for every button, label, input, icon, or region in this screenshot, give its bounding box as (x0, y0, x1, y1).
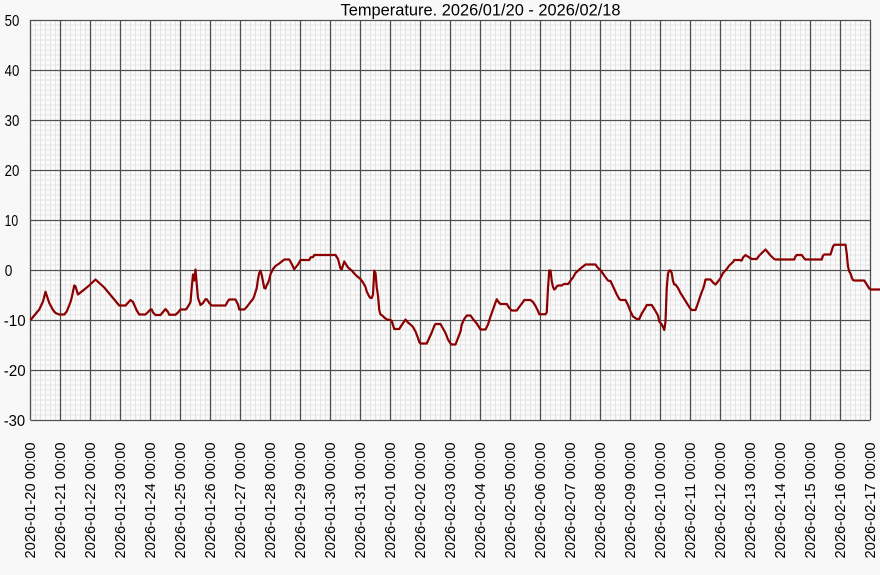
svg-text:2026-01-31 00:00: 2026-01-31 00:00 (352, 443, 369, 559)
svg-text:2026-02-07 00:00: 2026-02-07 00:00 (562, 443, 579, 559)
svg-text:2026-01-26 00:00: 2026-01-26 00:00 (202, 443, 219, 559)
svg-text:-30: -30 (4, 413, 25, 430)
svg-text:10: 10 (5, 213, 19, 230)
svg-text:2026-01-25 00:00: 2026-01-25 00:00 (172, 443, 189, 559)
svg-text:2026-02-05 00:00: 2026-02-05 00:00 (502, 443, 519, 559)
svg-text:2026-02-09 00:00: 2026-02-09 00:00 (622, 443, 639, 559)
svg-text:2026-01-29 00:00: 2026-01-29 00:00 (292, 443, 309, 559)
svg-text:2026-02-10 00:00: 2026-02-10 00:00 (652, 443, 669, 559)
svg-text:30: 30 (5, 113, 20, 130)
svg-text:0: 0 (5, 263, 13, 280)
svg-text:2026-02-01 00:00: 2026-02-01 00:00 (382, 443, 399, 559)
svg-text:2026-02-11 00:00: 2026-02-11 00:00 (682, 443, 699, 559)
svg-text:2026-01-24 00:00: 2026-01-24 00:00 (142, 443, 159, 559)
svg-text:2026-01-23 00:00: 2026-01-23 00:00 (112, 443, 129, 559)
svg-text:2026-01-21 00:00: 2026-01-21 00:00 (52, 443, 69, 559)
svg-text:2026-02-06 00:00: 2026-02-06 00:00 (532, 443, 549, 559)
svg-text:2026-02-13 00:00: 2026-02-13 00:00 (742, 443, 759, 559)
svg-text:2026-02-04 00:00: 2026-02-04 00:00 (472, 443, 489, 559)
svg-text:2026-01-28 00:00: 2026-01-28 00:00 (262, 443, 279, 559)
svg-text:2026-01-27 00:00: 2026-01-27 00:00 (232, 443, 249, 559)
svg-text:2026-02-15 00:00: 2026-02-15 00:00 (802, 443, 819, 559)
svg-text:2026-01-22 00:00: 2026-01-22 00:00 (82, 443, 99, 559)
svg-text:Temperature. 2026/01/20 - 2026: Temperature. 2026/01/20 - 2026/02/18 (341, 1, 621, 20)
svg-text:-20: -20 (4, 363, 26, 380)
svg-text:2026-02-17 00:00: 2026-02-17 00:00 (862, 443, 879, 559)
svg-text:2026-02-03 00:00: 2026-02-03 00:00 (442, 443, 459, 559)
svg-text:40: 40 (5, 63, 20, 80)
svg-text:2026-02-16 00:00: 2026-02-16 00:00 (832, 443, 849, 559)
svg-text:2026-01-20 00:00: 2026-01-20 00:00 (22, 443, 39, 559)
svg-text:2026-02-08 00:00: 2026-02-08 00:00 (592, 443, 609, 559)
svg-text:2026-02-14 00:00: 2026-02-14 00:00 (772, 443, 789, 559)
svg-text:2026-02-02 00:00: 2026-02-02 00:00 (412, 443, 429, 559)
svg-text:20: 20 (5, 163, 20, 180)
svg-text:50: 50 (5, 13, 20, 30)
svg-text:2026-02-12 00:00: 2026-02-12 00:00 (712, 443, 729, 559)
svg-text:-10: -10 (4, 313, 26, 330)
svg-text:2026-01-30 00:00: 2026-01-30 00:00 (322, 443, 339, 559)
